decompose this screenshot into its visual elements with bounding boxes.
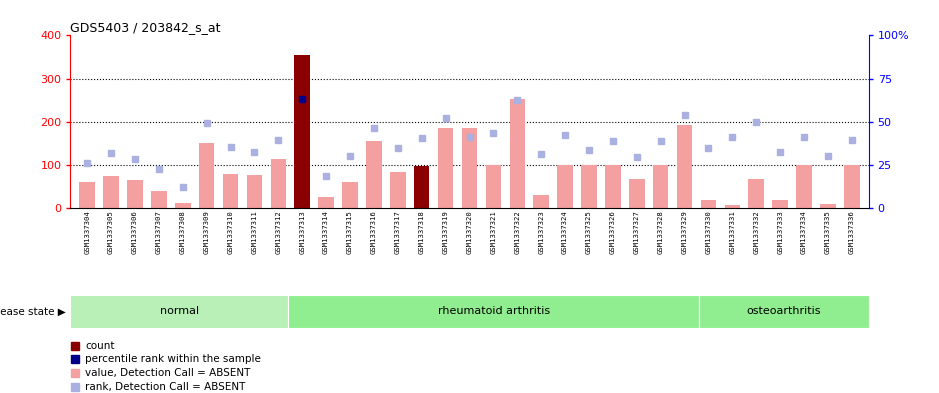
- Text: disease state ▶: disease state ▶: [0, 307, 66, 316]
- Bar: [199, 143, 214, 208]
- Text: GSM1337310: GSM1337310: [227, 210, 234, 254]
- Text: GSM1337322: GSM1337322: [515, 210, 520, 254]
- Text: osteoarthritis: osteoarthritis: [747, 307, 822, 316]
- Bar: [151, 191, 166, 208]
- Text: GSM1337328: GSM1337328: [657, 210, 664, 254]
- Text: GSM1337321: GSM1337321: [490, 210, 497, 254]
- Text: GSM1337316: GSM1337316: [371, 210, 377, 254]
- Text: GSM1337307: GSM1337307: [156, 210, 162, 254]
- Bar: [175, 203, 191, 208]
- Text: GSM1337318: GSM1337318: [419, 210, 424, 254]
- Bar: [725, 205, 740, 208]
- Bar: [748, 179, 764, 208]
- Bar: [342, 182, 358, 208]
- Text: GSM1337334: GSM1337334: [801, 210, 807, 254]
- Text: GSM1337329: GSM1337329: [682, 210, 687, 254]
- Text: GSM1337306: GSM1337306: [132, 210, 138, 254]
- Bar: [366, 141, 381, 208]
- Text: GSM1337311: GSM1337311: [252, 210, 257, 254]
- Text: GSM1337305: GSM1337305: [108, 210, 114, 254]
- Text: GSM1337308: GSM1337308: [179, 210, 186, 254]
- Text: GSM1337335: GSM1337335: [825, 210, 831, 254]
- Bar: [653, 165, 669, 208]
- Bar: [127, 180, 143, 208]
- Text: GSM1337333: GSM1337333: [777, 210, 783, 254]
- Text: GSM1337312: GSM1337312: [275, 210, 282, 254]
- Text: GSM1337327: GSM1337327: [634, 210, 639, 254]
- Text: GSM1337336: GSM1337336: [849, 210, 854, 254]
- Text: GSM1337315: GSM1337315: [347, 210, 353, 254]
- Bar: [629, 179, 644, 208]
- Bar: [796, 165, 812, 208]
- Text: GSM1337314: GSM1337314: [323, 210, 330, 254]
- Text: GSM1337325: GSM1337325: [586, 210, 592, 254]
- Bar: [533, 195, 549, 208]
- Text: GSM1337330: GSM1337330: [705, 210, 712, 254]
- Bar: [318, 197, 334, 208]
- Text: GSM1337326: GSM1337326: [609, 210, 616, 254]
- Text: rank, Detection Call = ABSENT: rank, Detection Call = ABSENT: [85, 382, 245, 392]
- Bar: [558, 165, 573, 208]
- Text: rheumatoid arthritis: rheumatoid arthritis: [438, 307, 549, 316]
- Bar: [438, 128, 454, 208]
- Bar: [820, 204, 836, 208]
- Text: GSM1337323: GSM1337323: [538, 210, 545, 254]
- Text: GSM1337331: GSM1337331: [730, 210, 735, 254]
- Text: percentile rank within the sample: percentile rank within the sample: [85, 354, 261, 364]
- Text: GSM1337309: GSM1337309: [204, 210, 209, 254]
- Bar: [700, 200, 716, 208]
- Bar: [485, 165, 501, 208]
- Bar: [773, 200, 788, 208]
- Bar: [462, 128, 477, 208]
- Bar: [390, 171, 406, 208]
- Text: GSM1337324: GSM1337324: [562, 210, 568, 254]
- Text: GSM1337304: GSM1337304: [85, 210, 90, 254]
- Bar: [295, 55, 310, 208]
- Bar: [80, 182, 95, 208]
- Bar: [414, 166, 429, 208]
- Bar: [581, 165, 597, 208]
- Bar: [288, 295, 700, 328]
- Text: GSM1337319: GSM1337319: [442, 210, 449, 254]
- Bar: [70, 295, 288, 328]
- Text: GSM1337332: GSM1337332: [753, 210, 760, 254]
- Bar: [270, 158, 286, 208]
- Text: GDS5403 / 203842_s_at: GDS5403 / 203842_s_at: [70, 21, 221, 34]
- Bar: [247, 174, 262, 208]
- Bar: [510, 99, 525, 208]
- Bar: [677, 125, 692, 208]
- Text: GSM1337317: GSM1337317: [394, 210, 401, 254]
- Bar: [605, 165, 621, 208]
- Bar: [103, 176, 119, 208]
- Text: count: count: [85, 341, 115, 351]
- Bar: [223, 174, 239, 208]
- Text: GSM1337313: GSM1337313: [300, 210, 305, 254]
- Text: value, Detection Call = ABSENT: value, Detection Call = ABSENT: [85, 368, 251, 378]
- Text: GSM1337320: GSM1337320: [467, 210, 472, 254]
- Text: normal: normal: [160, 307, 199, 316]
- Bar: [844, 165, 859, 208]
- Bar: [700, 295, 869, 328]
